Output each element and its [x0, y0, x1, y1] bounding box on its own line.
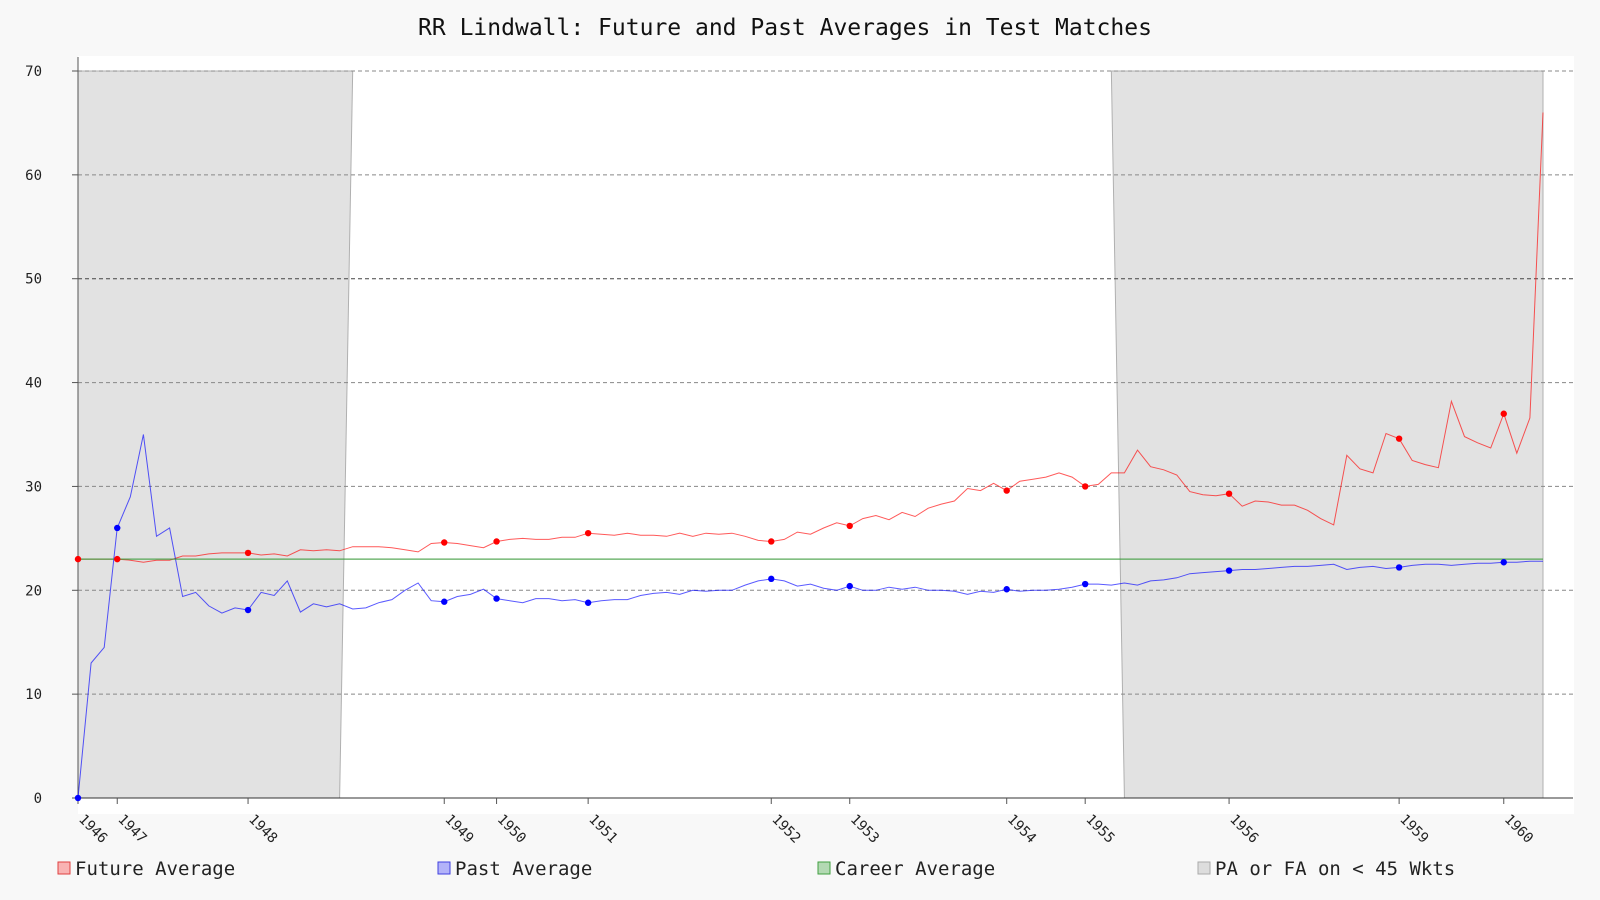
- future-average-line: [78, 112, 1544, 563]
- shaded-region-2: [1110, 70, 1544, 799]
- legend-swatch-pa-or-fa-on-45-wkts: [1197, 861, 1211, 875]
- past-average-point: [74, 794, 82, 802]
- y-tick-label-50: 50: [25, 272, 42, 288]
- past-average-point: [1395, 564, 1403, 571]
- x-tick-label-1951: 1951: [585, 812, 620, 847]
- future-average-point: [441, 539, 448, 546]
- x-tick-label-1950: 1950: [494, 812, 529, 847]
- x-tick-label-1952: 1952: [768, 812, 803, 847]
- x-tick-label-1953: 1953: [847, 812, 882, 847]
- past-average-point: [846, 582, 853, 590]
- future-average-point: [244, 549, 252, 557]
- series-lines: [77, 112, 1544, 799]
- x-tick-label-1956: 1956: [1226, 812, 1261, 847]
- past-average-point: [244, 606, 252, 614]
- legend: Future Average Past Average Career Average…: [57, 858, 1455, 880]
- future-average-point: [74, 555, 82, 563]
- future-average-point: [1003, 487, 1010, 494]
- legend-swatch-future-average: [57, 861, 71, 875]
- future-average-point: [1395, 435, 1403, 442]
- chart-title: RR Lindwall: Future and Past Averages in…: [418, 15, 1152, 41]
- future-average-point: [114, 555, 121, 563]
- y-axis: 0 10 20 30 40 50 60 70: [25, 57, 1573, 807]
- future-average-point: [493, 538, 500, 545]
- past-average-point: [584, 599, 592, 606]
- past-average-point: [1003, 586, 1010, 593]
- legend-label-past-average: Past Average: [455, 858, 592, 880]
- legend-label-pa-or-fa-on-45-wkts: PA or FA on < 45 Wkts: [1215, 858, 1455, 880]
- x-tick-label-1954: 1954: [1004, 812, 1039, 847]
- shaded-region-1: [77, 70, 354, 799]
- past-average-point: [1081, 580, 1089, 588]
- shaded-regions: [77, 70, 1544, 799]
- y-tick-label-30: 30: [25, 479, 42, 495]
- legend-swatch-past-average: [437, 861, 451, 875]
- x-tick-label-1949: 1949: [441, 812, 476, 847]
- future-average-point: [1225, 490, 1233, 497]
- legend-label-future-average: Future Average: [75, 858, 235, 880]
- x-tick-label-1947: 1947: [114, 812, 149, 847]
- y-tick-label-20: 20: [25, 583, 42, 599]
- legend-swatch-career-average: [817, 861, 831, 875]
- legend-label-career-average: Career Average: [835, 858, 995, 880]
- future-average-point: [846, 522, 853, 530]
- future-average-point: [768, 538, 775, 545]
- x-tick-label-1959: 1959: [1396, 812, 1431, 847]
- past-average-point: [1500, 559, 1507, 566]
- past-average-point: [441, 598, 448, 605]
- y-tick-label-40: 40: [25, 376, 42, 392]
- series-markers: [74, 410, 1507, 802]
- y-tick-label-60: 60: [25, 168, 42, 184]
- future-average-point: [1081, 483, 1089, 490]
- past-average-point: [493, 595, 500, 602]
- y-tick-label-70: 70: [25, 64, 42, 80]
- y-tick-label-0: 0: [34, 791, 42, 807]
- past-average-line: [77, 434, 1543, 799]
- x-tick-label-1948: 1948: [245, 812, 280, 847]
- x-tick-label-1960: 1960: [1501, 812, 1536, 847]
- future-average-point: [1500, 410, 1507, 417]
- x-tick-label-1946: 1946: [75, 812, 110, 847]
- past-average-point: [768, 575, 775, 583]
- x-tick-label-1955: 1955: [1082, 812, 1117, 847]
- past-average-point: [1225, 567, 1233, 574]
- past-average-point: [114, 524, 121, 532]
- y-tick-label-10: 10: [25, 687, 42, 703]
- future-average-point: [584, 529, 592, 537]
